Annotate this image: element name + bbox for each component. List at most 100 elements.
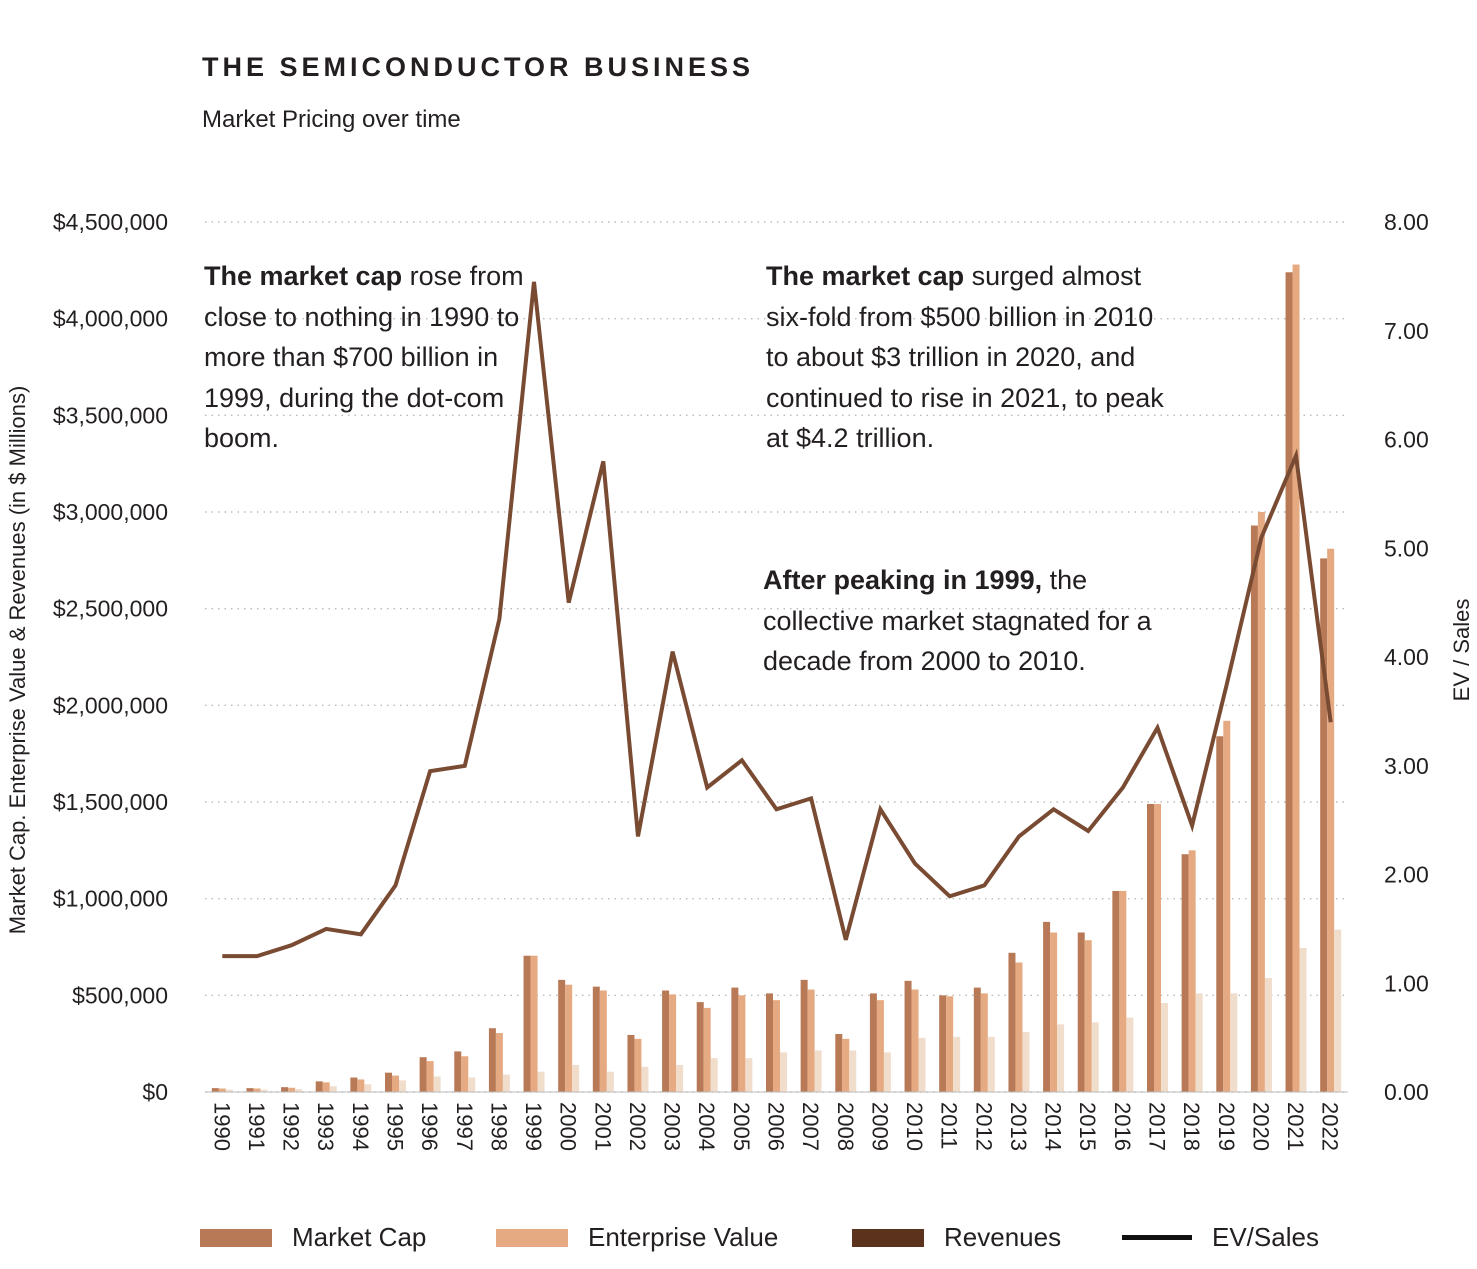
annotation-stagnation-bold: After peaking in 1999, (763, 565, 1043, 595)
bar-enterprise-value (669, 994, 677, 1092)
x-tick-label: 1993 (313, 1102, 338, 1151)
bar-enterprise-value (911, 989, 919, 1092)
bar-revenues (364, 1084, 372, 1092)
y-tick-label: $0 (142, 1079, 168, 1105)
legend-swatch-ev-sales (1122, 1235, 1192, 1240)
bar-market-cap (662, 990, 670, 1092)
bar-market-cap (1320, 558, 1328, 1092)
bar-market-cap (1112, 890, 1120, 1092)
bar-enterprise-value (1050, 932, 1058, 1092)
x-tick-label: 2013 (1006, 1102, 1031, 1151)
y2-tick-label: 5.00 (1384, 535, 1429, 561)
y-tick-label: $1,500,000 (53, 789, 168, 815)
bar-enterprise-value (530, 955, 538, 1092)
legend-label-enterprise-value: Enterprise Value (588, 1222, 779, 1252)
x-tick-label: 1996 (417, 1102, 442, 1151)
bar-market-cap (869, 993, 877, 1092)
bar-market-cap (315, 1081, 323, 1092)
bar-enterprise-value (876, 1000, 884, 1092)
bar-market-cap (246, 1088, 254, 1092)
bar-revenues (468, 1077, 476, 1092)
legend-swatch-market-cap (200, 1228, 272, 1247)
bar-revenues (1334, 929, 1342, 1092)
x-tick-label: 1992 (279, 1102, 304, 1151)
x-tick-label: 1999 (521, 1102, 546, 1151)
y2-tick-label: 3.00 (1384, 753, 1429, 779)
x-tick-label: 2019 (1214, 1102, 1239, 1151)
annotation-surge-bold: The market cap (766, 261, 965, 291)
bar-enterprise-value (703, 1007, 711, 1092)
bar-revenues (1299, 947, 1307, 1092)
chart-title: THE SEMICONDUCTOR BUSINESS (202, 52, 755, 82)
bar-revenues (1161, 1003, 1168, 1092)
bar-market-cap (627, 1034, 635, 1092)
x-tick-label: 2002 (625, 1102, 650, 1151)
bar-enterprise-value (426, 1061, 434, 1092)
x-tick-label: 2009 (867, 1102, 892, 1151)
y-tick-label: $2,500,000 (53, 596, 168, 622)
bar-market-cap (1285, 272, 1293, 1092)
chart-subtitle: Market Pricing over time (202, 106, 461, 133)
chart-legend: Market Cap Enterprise Value Revenues EV/… (200, 1222, 1400, 1256)
y-tick-label: $1,000,000 (53, 886, 168, 912)
x-tick-label: 1994 (348, 1102, 373, 1151)
bar-revenues (1195, 993, 1203, 1092)
bar-market-cap (835, 1034, 843, 1092)
bar-enterprise-value (1257, 512, 1265, 1092)
x-tick-label: 2000 (556, 1102, 581, 1151)
bar-market-cap (1008, 952, 1016, 1092)
y2-tick-label: 6.00 (1384, 427, 1429, 453)
bar-market-cap (1043, 921, 1051, 1092)
bar-enterprise-value (322, 1082, 330, 1092)
bar-revenues (1057, 1024, 1065, 1092)
bar-enterprise-value (357, 1079, 365, 1092)
bar-revenues (780, 1052, 787, 1092)
x-tick-label: 2005 (729, 1102, 754, 1151)
bar-enterprise-value (634, 1038, 642, 1092)
bar-revenues (883, 1052, 891, 1092)
x-tick-label: 2018 (1179, 1102, 1204, 1151)
bar-market-cap (211, 1088, 219, 1092)
bar-market-cap (488, 1028, 496, 1092)
legend-item-market-cap: Market Cap (200, 1222, 426, 1253)
bar-enterprise-value (461, 1056, 469, 1092)
bar-revenues (1126, 1017, 1134, 1092)
bar-market-cap (1147, 803, 1154, 1092)
bar-revenues (433, 1076, 441, 1092)
x-tick-label: 2008 (833, 1102, 858, 1151)
bar-revenues (606, 1071, 614, 1092)
x-tick-label: 2010 (902, 1102, 927, 1151)
y2-tick-label: 1.00 (1384, 970, 1429, 996)
legend-label-ev-sales: EV/Sales (1212, 1222, 1319, 1252)
bar-revenues (745, 1058, 753, 1092)
bar-market-cap (800, 979, 808, 1092)
bar-enterprise-value (392, 1075, 399, 1092)
bar-revenues (918, 1037, 926, 1092)
bar-market-cap (592, 986, 600, 1092)
bar-enterprise-value (565, 984, 573, 1092)
x-tick-label: 2006 (764, 1102, 789, 1151)
legend-swatch-enterprise-value (496, 1228, 568, 1247)
bar-enterprise-value (738, 995, 746, 1092)
bar-enterprise-value (599, 990, 607, 1092)
bar-revenues (329, 1086, 337, 1092)
y-tick-label: $500,000 (72, 982, 168, 1008)
y2-tick-label: 2.00 (1384, 862, 1429, 888)
x-tick-label: 2020 (1248, 1102, 1273, 1151)
bar-revenues (1264, 977, 1272, 1092)
bar-revenues (814, 1050, 822, 1092)
bar-enterprise-value (807, 989, 815, 1092)
x-tick-label: 2007 (798, 1102, 823, 1151)
bar-market-cap (385, 1072, 392, 1092)
bar-market-cap (1216, 736, 1224, 1092)
line-ev-sales (222, 281, 1333, 959)
bar-market-cap (696, 1002, 704, 1092)
bar-revenues (225, 1089, 233, 1092)
legend-label-revenues: Revenues (944, 1222, 1062, 1252)
bar-market-cap (350, 1077, 358, 1092)
bar-market-cap (454, 1051, 462, 1092)
bar-enterprise-value (773, 1000, 780, 1092)
bar-enterprise-value (218, 1088, 226, 1092)
annotation-surge: The market cap surged almost six-fold fr… (766, 256, 1166, 459)
